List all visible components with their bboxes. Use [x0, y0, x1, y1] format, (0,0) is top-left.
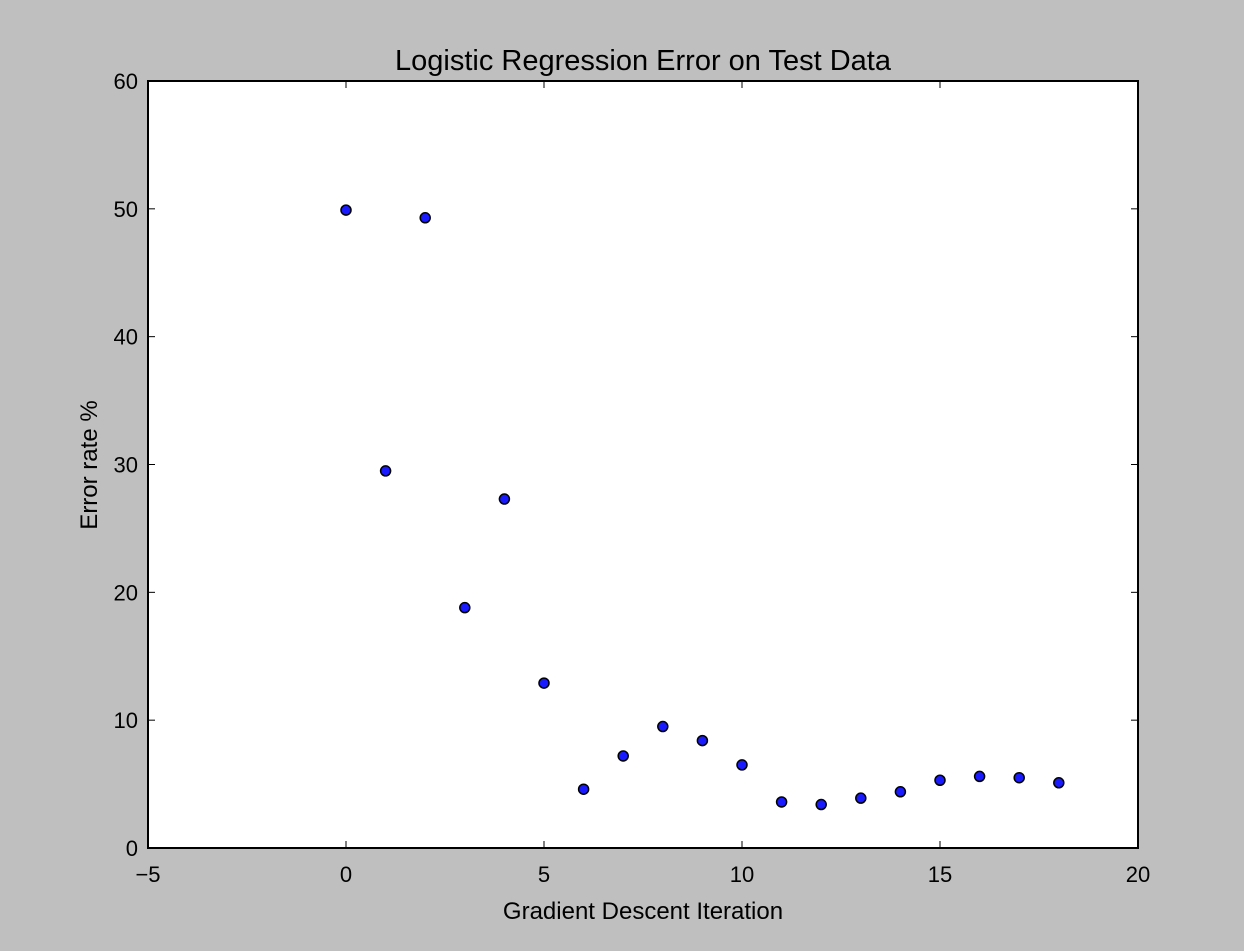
data-point	[736, 759, 748, 771]
data-point	[894, 786, 907, 798]
y-axis-label: Error rate %	[76, 400, 103, 529]
x-tick-label: 20	[1126, 862, 1150, 887]
data-point	[459, 601, 471, 614]
data-point	[419, 212, 431, 224]
plot-area	[148, 81, 1138, 848]
y-tick-label: 50	[114, 197, 138, 222]
x-tick-label: 5	[538, 862, 550, 887]
points-layer	[340, 204, 1065, 811]
x-tick-label: 15	[928, 862, 952, 887]
data-point	[379, 465, 392, 477]
x-tick-label: 10	[730, 862, 754, 887]
data-point	[1013, 771, 1025, 784]
y-tick-label: 10	[114, 708, 138, 733]
data-point	[577, 783, 590, 795]
y-tick-label: 40	[114, 325, 138, 350]
x-tick-label: 0	[340, 862, 352, 887]
data-point	[855, 792, 867, 804]
x-tick-label: −5	[135, 862, 160, 887]
data-point	[657, 720, 669, 733]
chart-title: Logistic Regression Error on Test Data	[395, 45, 892, 77]
data-point	[815, 798, 827, 811]
data-point	[538, 677, 550, 689]
y-tick-label: 20	[114, 580, 138, 605]
data-point	[1053, 777, 1065, 789]
data-point	[340, 204, 352, 216]
data-point	[696, 734, 709, 747]
y-tick-label: 60	[114, 69, 138, 94]
y-tick-label: 0	[126, 836, 138, 861]
data-point	[617, 750, 629, 762]
data-point	[498, 493, 511, 505]
x-axis-label: Gradient Descent Iteration	[503, 898, 783, 925]
data-point	[973, 770, 986, 783]
plot-frame	[147, 80, 1139, 849]
data-point	[934, 774, 946, 786]
data-point	[775, 796, 788, 808]
y-tick-label: 30	[114, 453, 138, 478]
